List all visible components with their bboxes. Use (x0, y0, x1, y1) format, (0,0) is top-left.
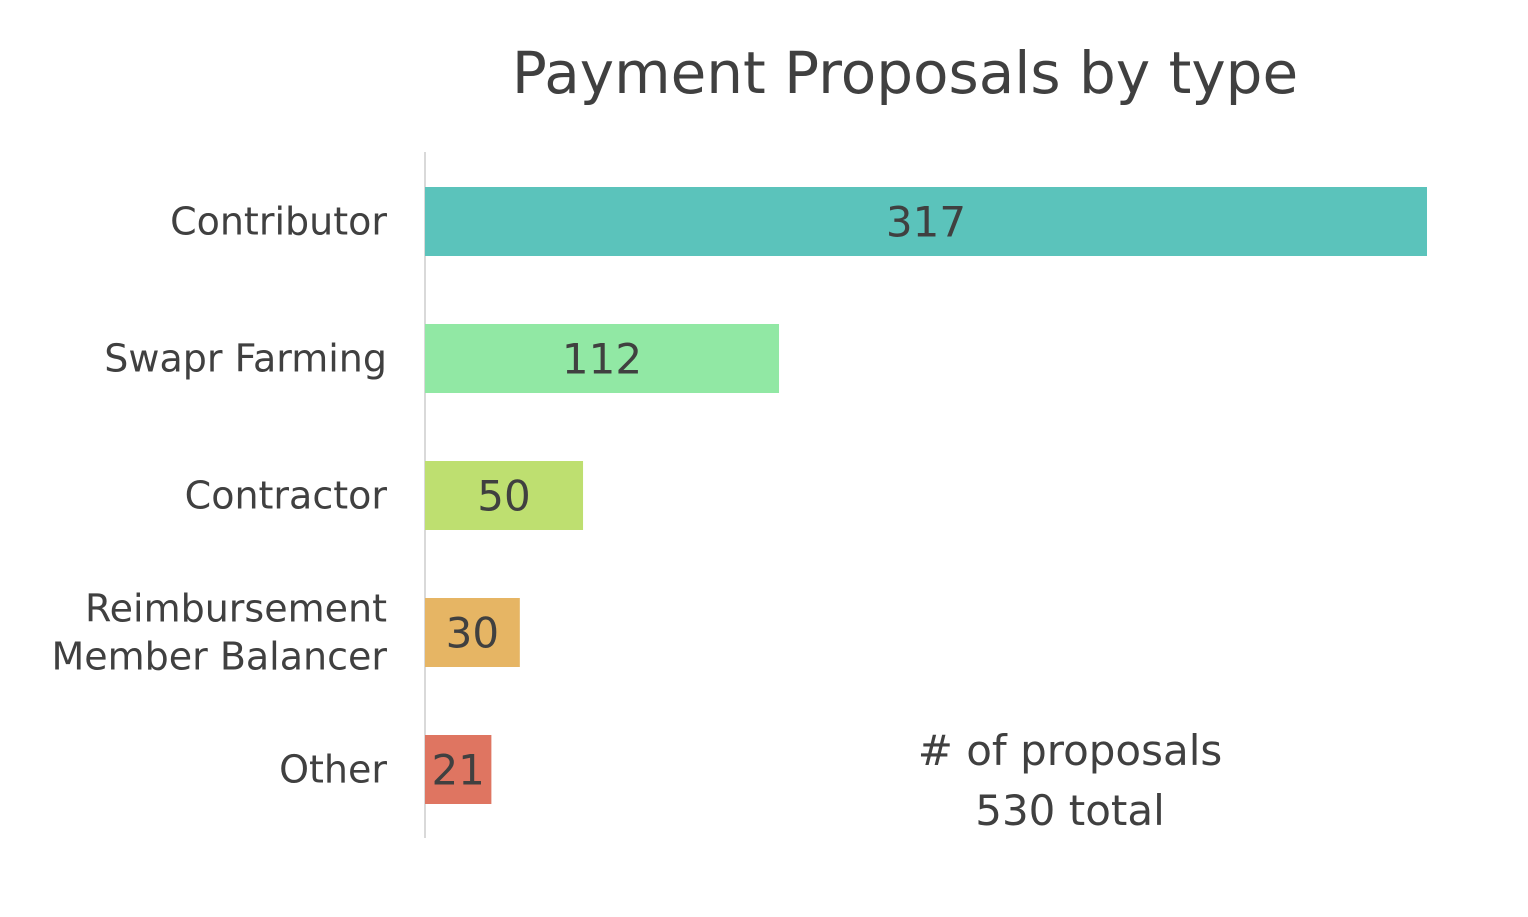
value-labels-group: 317 112 50 30 21 (431, 198, 966, 795)
category-label-3-line-0: Reimbursement (85, 587, 387, 631)
bar-1 (425, 324, 780, 393)
category-label-3-line-1: Member Balancer (51, 635, 387, 679)
bar-4 (425, 735, 492, 804)
annotation-total-label: 530 total (975, 786, 1165, 835)
category-label-0: Contributor (170, 200, 387, 244)
category-label-2: Contractor (185, 474, 388, 518)
bar-0 (425, 187, 1427, 256)
value-label-4: 21 (431, 746, 484, 795)
category-label-3: Reimbursement Member Balancer (51, 587, 387, 679)
annotation-proposals-label: # of proposals (918, 726, 1223, 775)
bar-3 (425, 598, 520, 667)
value-label-1: 112 (562, 335, 642, 384)
category-label-1: Swapr Farming (104, 337, 387, 381)
bars-group (425, 187, 1427, 804)
value-label-2: 50 (477, 472, 530, 521)
category-labels-group: Contributor Swapr Farming Contractor Reimbu… (51, 200, 387, 792)
chart-title: Payment Proposals by type (512, 39, 1298, 107)
bar-2 (425, 461, 584, 530)
category-label-4: Other (279, 748, 387, 792)
value-label-0: 317 (886, 198, 966, 247)
value-label-3: 30 (446, 609, 499, 658)
